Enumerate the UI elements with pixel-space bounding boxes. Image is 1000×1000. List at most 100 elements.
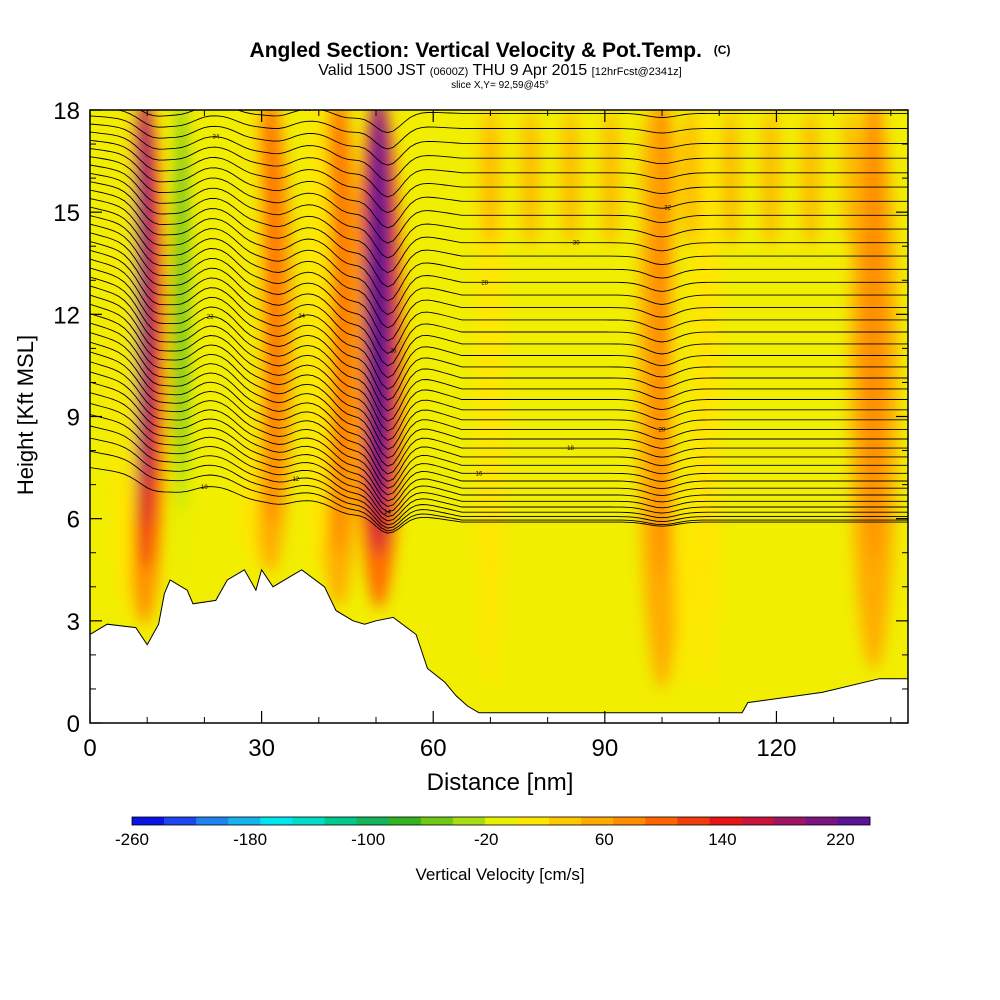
y-tick-label-4: 12 <box>53 302 80 329</box>
isentrope-label-39: 36 <box>304 107 311 113</box>
colorbar-tick-label-0: -260 <box>115 830 149 849</box>
colorbar-frame <box>131 816 871 826</box>
isentrope-24 <box>90 223 908 355</box>
x-tick-label-2: 60 <box>420 735 447 762</box>
isentrope-15 <box>90 303 908 450</box>
isentrope-32 <box>90 156 908 244</box>
band-1 <box>520 110 541 249</box>
isentrope-16 <box>90 294 908 441</box>
isentrope-label-6: 14 <box>384 510 391 516</box>
chart-title-mark: (C) <box>714 43 731 57</box>
isentrope-12 <box>90 332 908 475</box>
downdraft-2-level-2 <box>245 110 255 466</box>
isentrope-13 <box>90 322 908 467</box>
isentrope-31 <box>90 164 908 259</box>
isentrope-0 <box>90 467 908 534</box>
colorbar-segment-22 <box>837 817 871 825</box>
updraft-4-level-3 <box>656 110 669 537</box>
isentrope-39 <box>139 110 908 134</box>
isentrope-label-30: 30 <box>573 241 580 247</box>
y-tick-label-0: 0 <box>67 711 80 738</box>
isentropes: 10 12 14 16 18 20 22 24 26 28 30 32 34 36 <box>90 107 908 534</box>
colorbar-label: Vertical Velocity [cm/s] <box>415 865 584 884</box>
colorbar-segment-11 <box>484 817 518 825</box>
isentrope-label-18: 22 <box>207 315 214 321</box>
x-tick-label-1: 30 <box>248 735 275 762</box>
isentrope-10 <box>90 351 908 489</box>
colorbar-segment-14 <box>581 817 614 825</box>
colorbar-segment-8 <box>388 817 422 825</box>
band-6 <box>720 110 741 249</box>
slice-info: slice X,Y= 92,59@45° <box>451 80 549 91</box>
band-0 <box>480 110 501 249</box>
isentrope-11 <box>90 341 908 482</box>
y-tick-label-6: 18 <box>53 98 80 125</box>
colorbar-segment-7 <box>356 817 389 825</box>
updraft-2-level-3 <box>264 110 277 452</box>
band-9 <box>840 110 861 249</box>
colorbar-tick-label-5: 140 <box>708 830 736 849</box>
colorbar-tick-label-1: -180 <box>233 830 267 849</box>
isentrope-17 <box>90 285 908 432</box>
colorbar-segment-4 <box>260 817 293 825</box>
colorbar-segment-16 <box>645 817 678 825</box>
isentrope-25 <box>90 215 908 342</box>
isentrope-28 <box>90 189 908 302</box>
y-axis-label: Height [Kft MSL] <box>13 335 38 495</box>
isentrope-label-0: 10 <box>201 485 208 491</box>
x-tick-label-3: 90 <box>591 735 618 762</box>
isentrope-38 <box>114 110 908 150</box>
y-tick-label-3: 9 <box>67 405 80 432</box>
downdraft-0-level-2 <box>176 110 187 471</box>
colorbar: -260 -180 -100 -20 60 140 220 <box>115 816 871 849</box>
colorbar-segment-19 <box>741 817 775 825</box>
isentrope-4 <box>90 414 908 522</box>
isentrope-37 <box>90 115 908 166</box>
isentrope-35 <box>90 131 908 198</box>
isentrope-9 <box>90 361 908 496</box>
isentrope-23 <box>90 232 908 367</box>
colorbar-segment-15 <box>613 817 646 825</box>
downdraft-3-level-2 <box>314 110 324 468</box>
colorbar-segment-21 <box>805 817 839 825</box>
isentrope-36 <box>90 123 908 182</box>
colorbar-segment-18 <box>709 817 742 825</box>
colorbar-segment-2 <box>196 817 229 825</box>
colorbar-tick-label-6: 220 <box>826 830 854 849</box>
isentrope-27 <box>90 198 908 316</box>
isentrope-6 <box>90 392 908 513</box>
velocity-field <box>110 110 898 689</box>
band-4 <box>640 110 661 249</box>
isentrope-22 <box>90 241 908 379</box>
colorbar-segment-6 <box>324 817 357 825</box>
y-tick-label-2: 6 <box>67 507 80 534</box>
colorbar-segment-12 <box>517 817 550 825</box>
colorbar-segment-13 <box>549 817 582 825</box>
isentrope-18 <box>90 276 908 422</box>
isentrope-2 <box>90 437 908 529</box>
isentrope-label-21: 24 <box>298 314 305 320</box>
x-tick-label-0: 0 <box>83 735 96 762</box>
band-3 <box>600 110 621 249</box>
colorbar-tick-label-2: -100 <box>351 830 385 849</box>
isentrope-label-33: 32 <box>664 206 671 212</box>
colorbar-segment-17 <box>677 817 710 825</box>
isentrope-1 <box>90 450 908 532</box>
isentrope-label-9: 16 <box>476 471 483 477</box>
terrain <box>90 568 908 723</box>
isentrope-label-3: 12 <box>293 477 300 483</box>
colorbar-segment-20 <box>773 817 807 825</box>
isentrope-20 <box>90 258 908 401</box>
isentrope-7 <box>90 381 908 507</box>
colorbar-segment-1 <box>164 817 197 825</box>
isentrope-21 <box>90 249 908 390</box>
colorbar-segment-3 <box>228 817 261 825</box>
updraft-1-level-3 <box>372 110 385 478</box>
band-7 <box>760 110 781 249</box>
isentrope-label-12: 18 <box>567 446 574 452</box>
colorbar-segment-10 <box>452 817 486 825</box>
isentrope-14 <box>90 313 908 459</box>
isentrope-3 <box>90 425 908 526</box>
